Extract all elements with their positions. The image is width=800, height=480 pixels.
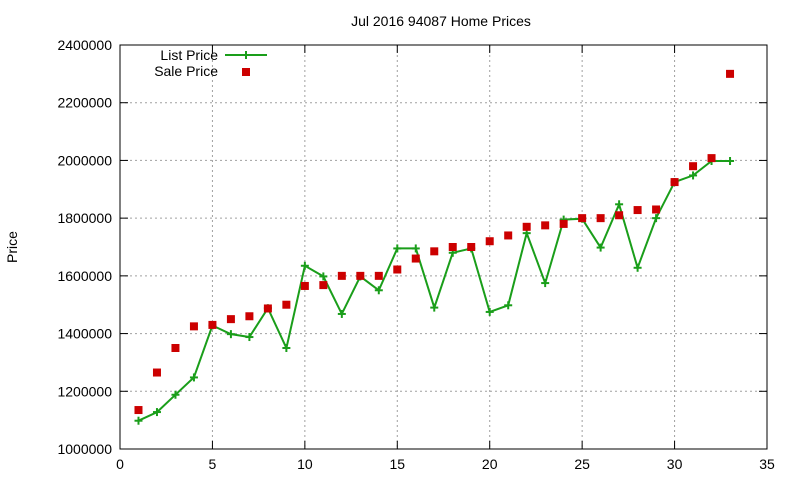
sale-price-point <box>522 222 531 231</box>
y-tick-label: 1400000 <box>57 326 112 342</box>
list-price-point <box>282 344 291 352</box>
y-tick-label: 2200000 <box>57 95 112 111</box>
sale-price-point <box>689 162 698 171</box>
sale-price-point <box>726 69 735 78</box>
sale-price-point <box>596 214 605 223</box>
sale-price-point <box>171 344 180 352</box>
list-price-point <box>633 263 642 272</box>
sale-price-point <box>633 206 642 215</box>
y-tick-label: 1000000 <box>57 441 112 457</box>
list-price-point <box>689 171 698 180</box>
sale-price-point <box>226 315 235 324</box>
list-price-point <box>596 243 605 252</box>
sale-price-point <box>263 304 272 313</box>
sale-price-point <box>134 406 143 415</box>
sale-price-point <box>374 271 383 280</box>
chart-title: Jul 2016 94087 Home Prices <box>351 13 531 29</box>
sale-price-point <box>152 368 161 377</box>
list-price-point <box>430 303 439 312</box>
list-price-point <box>245 333 254 342</box>
sale-price-point <box>393 265 402 274</box>
x-tick-label: 5 <box>209 456 217 472</box>
sale-price-point <box>578 214 587 223</box>
sale-price-point <box>337 271 346 280</box>
y-tick-label: 1200000 <box>57 383 112 399</box>
sale-price-point <box>504 231 513 240</box>
x-tick-label: 0 <box>116 456 124 472</box>
list-price-point <box>374 286 383 295</box>
list-price-point <box>541 279 550 288</box>
list-price-point <box>134 416 143 425</box>
list-price-point <box>189 373 198 382</box>
list-price-point <box>726 157 735 166</box>
y-tick-label: 1800000 <box>57 210 112 226</box>
y-tick-label: 1600000 <box>57 268 112 284</box>
list-price-point <box>226 330 235 339</box>
grid <box>120 45 767 449</box>
y-tick-label: 2400000 <box>57 37 112 53</box>
sale-price-point <box>652 205 661 214</box>
list-price-point <box>652 214 661 223</box>
sale-price-point <box>707 154 716 163</box>
sale-price-point <box>485 237 494 246</box>
sale-price-point <box>467 243 476 251</box>
sale-price-point <box>448 243 457 251</box>
list-price-point <box>485 307 494 316</box>
list-price-point <box>300 261 309 270</box>
sale-price-point <box>356 271 365 280</box>
list-price-point <box>504 301 513 310</box>
legend-sale-price-label: Sale Price <box>154 63 218 79</box>
legend-sale-price-marker <box>242 68 250 76</box>
list-price-line <box>138 160 730 422</box>
x-tick-label: 15 <box>389 456 405 472</box>
sale-price-point <box>559 219 568 228</box>
x-tick-label: 25 <box>574 456 590 472</box>
sale-price-point <box>615 211 624 220</box>
sale-price-point <box>282 300 291 309</box>
sale-price-point <box>300 281 309 290</box>
list-price-point <box>319 272 328 281</box>
list-price-point <box>337 309 346 318</box>
list-price-point <box>411 244 420 253</box>
x-tick-label: 20 <box>482 456 498 472</box>
x-tick-label: 10 <box>297 456 313 472</box>
sale-price-point <box>189 322 198 331</box>
sale-price-point <box>411 254 420 263</box>
list-price-point <box>615 200 624 209</box>
x-tick-label: 30 <box>667 456 683 472</box>
legend-list-price-label: List Price <box>160 47 218 63</box>
sale-price-point <box>670 178 679 187</box>
sale-price-point <box>430 247 439 256</box>
sale-price-point <box>208 320 217 329</box>
plot-frame <box>119 44 768 450</box>
series-layer <box>134 69 735 425</box>
sale-price-point <box>245 312 254 321</box>
sale-price-point <box>541 221 550 230</box>
y-axis-label: Price <box>4 231 20 263</box>
list-price-point <box>152 408 161 417</box>
ticks: 1000000 1200000 1400000 1600000 1800000 20000… <box>57 37 775 472</box>
x-tick-label: 35 <box>759 456 775 472</box>
list-price-point <box>393 244 402 253</box>
y-tick-label: 2000000 <box>57 152 112 168</box>
list-price-point <box>171 390 180 399</box>
sale-price-point <box>319 281 328 290</box>
